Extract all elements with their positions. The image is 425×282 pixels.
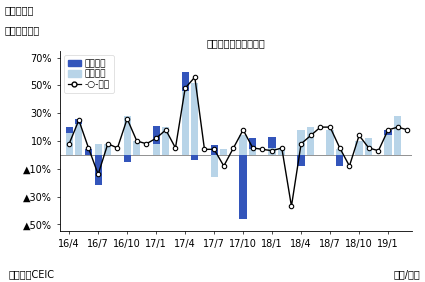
Bar — [94, 144, 102, 155]
Bar — [65, 133, 73, 155]
Bar — [298, 155, 305, 166]
Bar — [153, 126, 160, 144]
Bar — [65, 127, 73, 133]
Text: （年/月）: （年/月） — [394, 269, 421, 279]
Bar — [94, 155, 102, 186]
Bar — [269, 148, 276, 155]
Bar — [326, 130, 334, 155]
Bar — [191, 83, 198, 155]
Bar — [181, 91, 189, 155]
Bar — [191, 155, 198, 160]
Bar — [133, 141, 140, 155]
Legend: 資本支出, 経常支出, -○-歳出: 資本支出, 経常支出, -○-歳出 — [64, 55, 113, 93]
Bar — [124, 116, 131, 155]
Bar — [298, 130, 305, 155]
Bar — [336, 155, 343, 166]
Bar — [210, 145, 218, 155]
Bar — [75, 124, 82, 155]
Bar — [220, 149, 227, 155]
Bar — [104, 144, 111, 155]
Bar — [210, 155, 218, 177]
Bar — [394, 116, 401, 155]
Bar — [153, 144, 160, 155]
Bar — [278, 149, 286, 155]
Bar — [385, 135, 392, 155]
Bar — [269, 137, 276, 148]
Bar — [385, 130, 392, 135]
Bar — [124, 155, 131, 162]
Text: （前年度比）: （前年度比） — [4, 25, 40, 35]
Bar — [162, 127, 170, 155]
Bar — [240, 135, 247, 155]
Bar — [355, 141, 363, 155]
Text: （資料）CEIC: （資料）CEIC — [8, 269, 54, 279]
Bar — [249, 149, 256, 155]
Bar — [365, 138, 372, 155]
Bar — [85, 149, 92, 155]
Bar — [336, 149, 343, 155]
Bar — [240, 155, 247, 219]
Text: （図表２）: （図表２） — [4, 6, 34, 16]
Bar — [307, 127, 314, 155]
Title: 連邦政府の歳出の推移: 連邦政府の歳出の推移 — [207, 39, 265, 49]
Bar — [249, 138, 256, 149]
Bar — [181, 72, 189, 91]
Bar — [75, 119, 82, 124]
